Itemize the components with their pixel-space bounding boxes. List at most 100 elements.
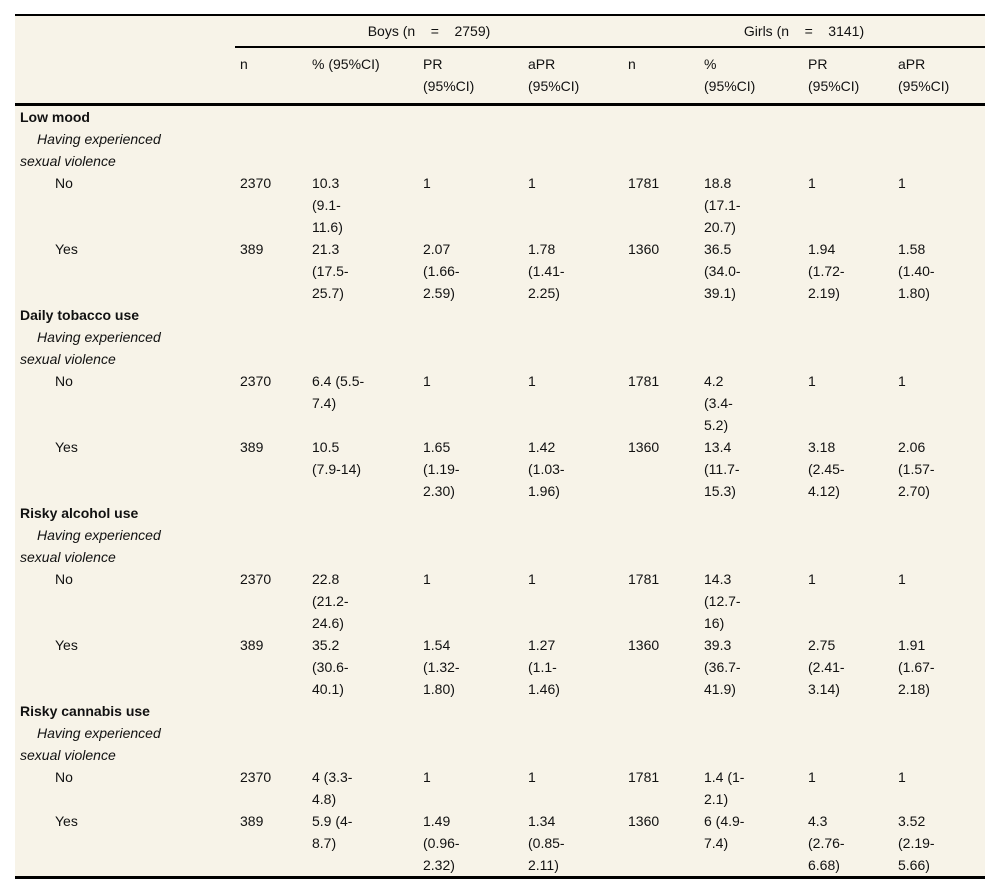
table-row: No 2370 4 (3.3- 4.8) 1 1 1781 1.4 (1- 2.…: [15, 766, 985, 810]
data-cell: 1781: [628, 373, 660, 389]
section-subtitle: Having experienced sexual violence: [20, 329, 161, 367]
data-cell: 1.78 (1.41- 2.25): [528, 241, 565, 301]
section-title: Risky alcohol use: [20, 505, 139, 521]
section-subtitle: Having experienced sexual violence: [20, 725, 161, 763]
data-cell: 2.75 (2.41- 3.14): [808, 637, 845, 697]
data-cell: 4 (3.3- 4.8): [312, 769, 353, 807]
section-title: Low mood: [20, 109, 90, 125]
data-cell: 35.2 (30.6- 40.1): [312, 637, 349, 697]
data-cell: 1: [528, 571, 536, 587]
column-header-pr-girls: PR (95%CI): [803, 47, 893, 106]
data-cell: 1: [528, 373, 536, 389]
table-row: Yes 389 35.2 (30.6- 40.1) 1.54 (1.32- 1.…: [15, 634, 985, 700]
table-row: No 2370 6.4 (5.5- 7.4) 1 1 1781 4.2 (3.4…: [15, 370, 985, 436]
section-title-row: Risky alcohol use: [15, 502, 985, 524]
section-title: Risky cannabis use: [20, 703, 150, 719]
data-cell: 1360: [628, 813, 660, 829]
row-label: Yes: [55, 439, 78, 455]
data-cell: 389: [240, 241, 264, 257]
data-cell: 39.3 (36.7- 41.9): [704, 637, 741, 697]
data-cell: 1.94 (1.72- 2.19): [808, 241, 845, 301]
data-cell: 1: [423, 571, 431, 587]
column-header-pct-boys: % (95%CI): [307, 47, 418, 106]
section-subtitle-row: Having experienced sexual violence: [15, 524, 985, 568]
data-cell: 1360: [628, 637, 660, 653]
section-title: Daily tobacco use: [20, 307, 140, 323]
group-header-boys: Boys (n = 2759): [235, 16, 623, 48]
data-cell: 389: [240, 439, 264, 455]
data-cell: 3.52 (2.19- 5.66): [898, 813, 935, 873]
data-cell: 2.07 (1.66- 2.59): [423, 241, 460, 301]
page: { "table": { "group_headers": { "boys": …: [0, 14, 1000, 891]
column-header-pct-girls: % (95%CI): [699, 47, 803, 106]
data-cell: 1781: [628, 175, 660, 191]
data-cell: 1.65 (1.19- 2.30): [423, 439, 460, 499]
data-cell: 2.06 (1.57- 2.70): [898, 439, 935, 499]
statistics-table: Boys (n = 2759) Girls (n = 3141) n % (95…: [15, 16, 986, 876]
column-header-n-girls: n: [623, 47, 699, 106]
column-header-spacer: [15, 47, 235, 106]
section-title-row: Risky cannabis use: [15, 700, 985, 722]
row-label: Yes: [55, 813, 78, 829]
data-cell: 13.4 (11.7- 15.3): [704, 439, 740, 499]
data-cell: 22.8 (21.2- 24.6): [312, 571, 349, 631]
section-title-row: Daily tobacco use: [15, 304, 985, 326]
row-label: No: [55, 373, 73, 389]
column-header-n-boys: n: [235, 47, 307, 106]
data-cell: 1: [808, 175, 816, 191]
data-cell: 2370: [240, 373, 272, 389]
data-cell: 1: [808, 769, 816, 785]
table-row: Yes 389 5.9 (4- 8.7) 1.49 (0.96- 2.32) 1…: [15, 810, 985, 876]
column-header-apr-boys: aPR (95%CI): [523, 47, 623, 106]
data-cell: 1360: [628, 439, 660, 455]
table-row: Yes 389 10.5 (7.9-14) 1.65 (1.19- 2.30) …: [15, 436, 985, 502]
data-cell: 1.91 (1.67- 2.18): [898, 637, 935, 697]
section-subtitle-row: Having experienced sexual violence: [15, 128, 985, 172]
data-cell: 1: [423, 373, 431, 389]
data-cell: 6.4 (5.5- 7.4): [312, 373, 365, 411]
column-header-apr-girls: aPR (95%CI): [893, 47, 986, 106]
data-cell: 1.4 (1- 2.1): [704, 769, 745, 807]
data-cell: 1.27 (1.1- 1.46): [528, 637, 560, 697]
data-cell: 4.3 (2.76- 6.68): [808, 813, 845, 873]
group-header-girls: Girls (n = 3141): [623, 16, 986, 48]
row-label: Yes: [55, 241, 78, 257]
data-cell: 5.9 (4- 8.7): [312, 813, 353, 851]
data-cell: 3.18 (2.45- 4.12): [808, 439, 845, 499]
section-title-row: Low mood: [15, 105, 985, 129]
data-cell: 1: [423, 175, 431, 191]
data-cell: 2370: [240, 175, 272, 191]
data-cell: 4.2 (3.4- 5.2): [704, 373, 733, 433]
row-label: No: [55, 175, 73, 191]
data-cell: 1: [898, 769, 906, 785]
data-cell: 21.3 (17.5- 25.7): [312, 241, 349, 301]
row-label: No: [55, 769, 73, 785]
data-cell: 2370: [240, 769, 272, 785]
data-cell: 6 (4.9- 7.4): [704, 813, 745, 851]
data-cell: 1360: [628, 241, 660, 257]
row-label: No: [55, 571, 73, 587]
data-cell: 1: [898, 175, 906, 191]
section-subtitle: Having experienced sexual violence: [20, 527, 161, 565]
results-table: Boys (n = 2759) Girls (n = 3141) n % (95…: [15, 14, 986, 879]
data-cell: 1.54 (1.32- 1.80): [423, 637, 460, 697]
data-cell: 36.5 (34.0- 39.1): [704, 241, 741, 301]
data-cell: 1.58 (1.40- 1.80): [898, 241, 935, 301]
data-cell: 10.5 (7.9-14): [312, 439, 362, 477]
data-cell: 1: [898, 571, 906, 587]
data-cell: 1.49 (0.96- 2.32): [423, 813, 460, 873]
group-header-spacer: [15, 16, 235, 47]
data-cell: 14.3 (12.7- 16): [704, 571, 741, 631]
section-subtitle-row: Having experienced sexual violence: [15, 326, 985, 370]
section-subtitle: Having experienced sexual violence: [20, 131, 161, 169]
data-cell: 389: [240, 813, 264, 829]
column-header-pr-boys: PR (95%CI): [418, 47, 523, 106]
section-subtitle-row: Having experienced sexual violence: [15, 722, 985, 766]
data-cell: 1: [808, 571, 816, 587]
data-cell: 18.8 (17.1- 20.7): [704, 175, 741, 235]
data-cell: 10.3 (9.1- 11.6): [312, 175, 343, 235]
table-row: No 2370 10.3 (9.1- 11.6) 1 1 1781 18.8 (…: [15, 172, 985, 238]
data-cell: 2370: [240, 571, 272, 587]
data-cell: 389: [240, 637, 264, 653]
data-cell: 1781: [628, 769, 660, 785]
